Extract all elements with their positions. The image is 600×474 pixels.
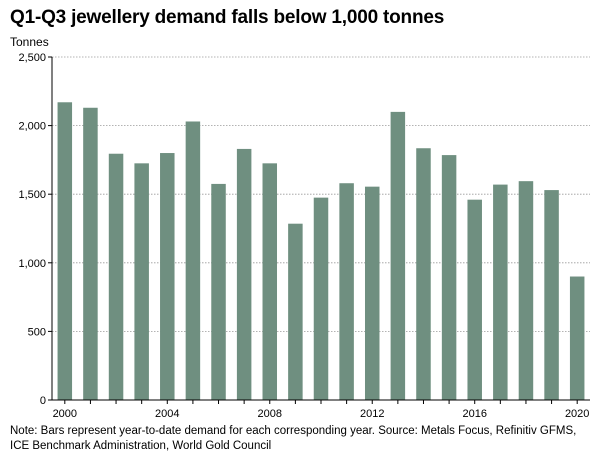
chart-title: Q1-Q3 jewellery demand falls below 1,000… (10, 7, 445, 28)
x-tick-label: 2004 (155, 408, 179, 420)
bar-2016 (467, 199, 482, 400)
bars (57, 102, 585, 400)
x-tick-label: 2012 (360, 408, 384, 420)
bar-2020 (569, 276, 585, 400)
y-axis: 0 500 1,000 1,500 2,000 2,500 (18, 52, 53, 407)
y-tick-label: 1,500 (18, 189, 46, 201)
y-tick-label: 2,000 (18, 121, 46, 133)
bar-2015 (441, 155, 457, 400)
x-axis: 2000 2004 2008 2012 2016 2020 (52, 399, 590, 420)
x-tick-label: 2000 (53, 408, 77, 420)
bar-2006 (211, 183, 226, 400)
x-tick-label: 2016 (462, 408, 486, 420)
bar-2018 (518, 181, 534, 400)
y-axis-unit-label: Tonnes (10, 35, 49, 49)
bar-2012 (364, 186, 380, 400)
bar-2017 (493, 184, 508, 400)
bar-2002 (108, 153, 124, 400)
y-tick-label: 2,500 (18, 52, 46, 64)
bar-2008 (262, 163, 278, 400)
x-tick-label: 2008 (258, 408, 282, 420)
bar-2001 (83, 107, 98, 400)
y-tick-label: 1,000 (18, 258, 46, 270)
bar-2007 (236, 148, 252, 400)
bar-2000 (57, 102, 73, 400)
bar-2019 (544, 190, 559, 400)
bar-2005 (185, 121, 201, 400)
bar-2014 (416, 148, 431, 400)
bar-2010 (313, 197, 329, 400)
x-tick-label: 2020 (565, 408, 589, 420)
bar-2003 (134, 163, 149, 400)
bar-2011 (339, 183, 354, 400)
y-tick-label: 0 (40, 395, 46, 407)
source-note: Note: Bars represent year-to-date demand… (10, 425, 577, 452)
bar-2009 (288, 223, 303, 400)
bar-2013 (390, 111, 406, 400)
bar-2004 (160, 153, 175, 400)
y-tick-label: 500 (28, 326, 46, 338)
